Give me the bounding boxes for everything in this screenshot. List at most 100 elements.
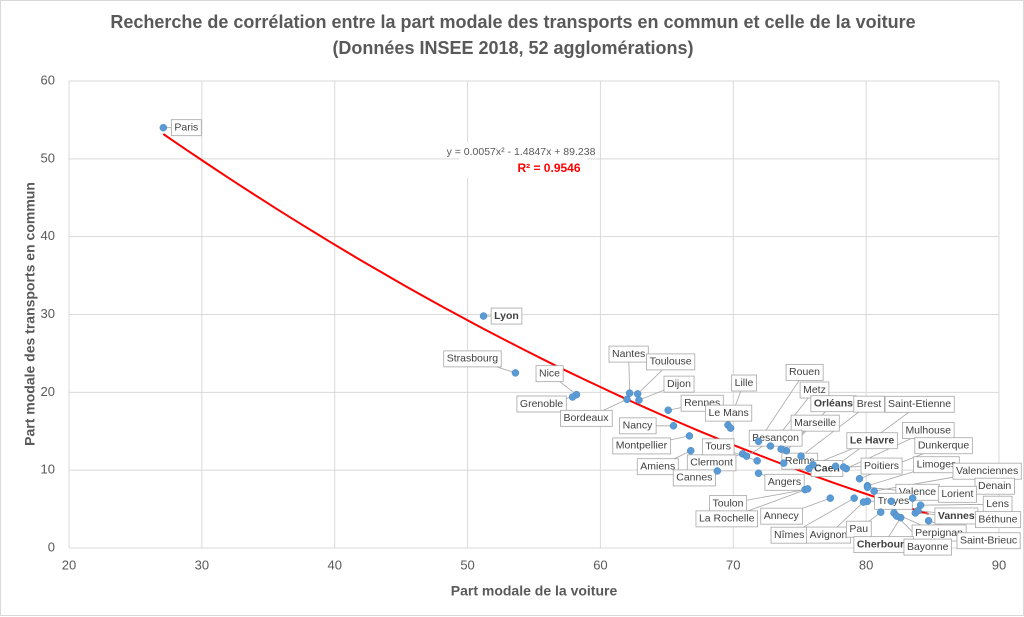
point-label: Cannes [672,469,716,487]
label-box [663,375,695,393]
y-tick-label: 30 [41,306,55,321]
x-tick-label: 90 [992,557,1006,572]
label-text: Angers [768,476,801,488]
label-text: Nice [539,367,560,379]
point-label: Clermont [686,454,737,472]
label-text: Denain [978,480,1011,492]
label-text: Lens [986,498,1009,510]
point-label: Avignon [806,526,851,544]
point-label: Nîmes [770,526,808,544]
y-tick-label: 0 [48,539,55,554]
point [924,517,933,525]
label-text: Le Havre [850,434,895,446]
label-text: Cherbourg [857,538,911,550]
label-text: Metz [803,384,826,396]
x-axis-title: Part modale de la voiture [451,583,618,599]
point [568,393,577,401]
point-label: Mulhouse [902,422,955,440]
x-tick-label: 50 [460,557,474,572]
label-text: Avignon [810,529,848,541]
point-label: Grenoble [516,395,567,413]
label-box [846,432,898,450]
point-label: Tours [701,438,735,456]
label-box [516,395,567,413]
label-text: Valenciennes [956,465,1018,477]
label-box [612,437,672,455]
point-label: Bordeaux [560,409,613,427]
point [479,312,488,320]
label-box [790,414,840,432]
label-box [974,511,1022,529]
point [826,494,835,502]
label-box [764,473,805,491]
label-box [672,469,716,487]
point-label: Le Mans [705,404,753,422]
point [850,494,858,502]
label-text: Grenoble [520,398,563,410]
label-text: Cannes [676,472,712,484]
label-text: Lille [735,377,754,389]
label-box [695,510,758,528]
label-text: Lyon [494,310,519,322]
y-axis-title: Part modale des transports en commun [22,182,38,446]
label-text: Orléans [814,397,853,409]
x-tick-label: 30 [195,557,209,572]
point [754,437,763,446]
point-label: Annecy [760,507,803,525]
point-label: La Rochelle [695,510,758,528]
point [870,487,878,495]
point-label: Dijon [663,375,695,393]
point [859,498,868,506]
trend-equation: y = 0.0057x² - 1.4847x + 89.238 [447,146,596,158]
label-box [619,417,657,435]
y-tick-label: 10 [41,462,55,477]
point-label: Saint-Brieuc [956,532,1021,550]
label-text: Béthune [978,513,1017,525]
x-tick-label: 20 [62,557,76,572]
point-label: Pau [846,520,872,538]
label-text: Nîmes [774,529,804,541]
point [805,464,813,473]
point-label: Poitiers [860,457,903,475]
label-box [560,409,613,427]
trend-label-box [459,142,587,178]
label-text: Bayonne [907,541,949,553]
label-box [914,437,973,455]
label-box [760,507,803,525]
point-label: Brest [853,395,885,413]
label-text: Vannes [938,510,975,522]
label-text: Annecy [764,510,800,522]
point-label: Besançon [748,429,803,447]
label-text: Brest [857,398,882,410]
point-label: Lyon [490,307,523,325]
label-text: Dunkerque [918,440,970,452]
point-label: Toulouse [646,353,696,371]
label-text: Saint-Etienne [888,398,951,410]
y-tick-label: 40 [41,228,55,243]
label-box [937,485,977,503]
point-label: Lens [982,495,1013,513]
label-text: Mulhouse [905,424,951,436]
y-tick-label: 20 [41,384,55,399]
point-label: Nancy [619,417,657,435]
point [633,390,642,398]
point-label: Metz [799,381,830,399]
point-label: Amiens [636,458,679,476]
point [669,422,678,430]
point-label: Perpignan [911,524,967,542]
point-label: Lille [731,374,757,392]
point [742,452,751,460]
point-label: Paris [170,119,202,137]
label-box [490,307,523,325]
trendline [162,133,929,515]
point [892,512,901,520]
trend-r2: R² = 0.9546 [517,161,580,175]
label-text: Nantes [612,348,645,360]
point [754,469,763,478]
point [687,446,695,455]
label-text: Saint-Brieuc [960,535,1017,547]
label-box [903,538,952,556]
